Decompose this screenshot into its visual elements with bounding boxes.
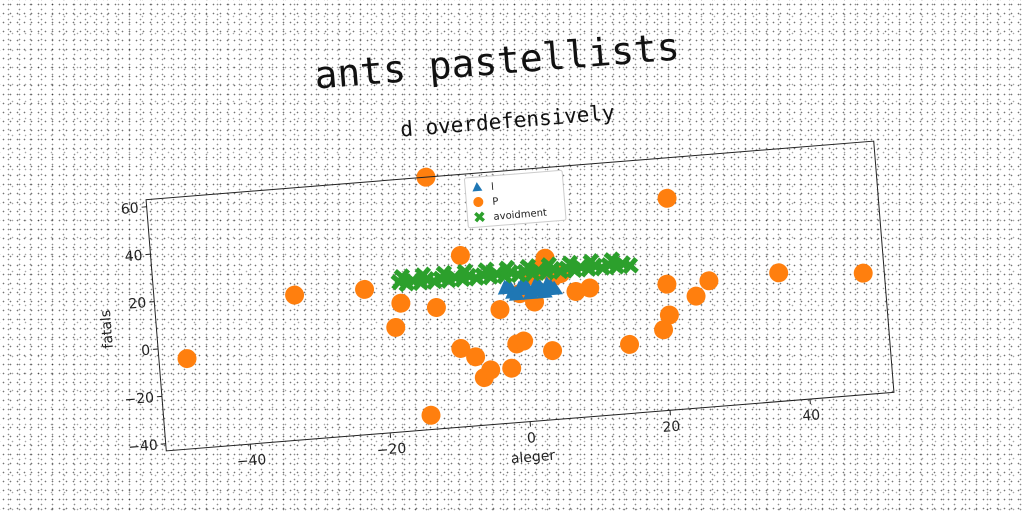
data-point	[285, 285, 305, 305]
legend-label: l	[491, 182, 495, 193]
y-tick-label: 0	[141, 343, 151, 360]
data-point	[654, 320, 674, 340]
legend-marker	[472, 182, 483, 192]
plot-axes: −40 −20 0 20 40 −40 −20 0 20 40 60 aleger fatals l…	[98, 140, 895, 470]
legend-label: avoidment	[493, 208, 547, 223]
x-axis-label: aleger	[510, 448, 556, 468]
data-point	[620, 334, 640, 354]
x-tick-label: 40	[802, 407, 821, 424]
legend-box	[464, 169, 567, 229]
data-point	[498, 259, 516, 278]
x-tick-label: −20	[376, 441, 407, 459]
data-point	[456, 263, 474, 281]
data-point	[177, 349, 197, 369]
series-0	[497, 274, 564, 301]
series-2	[390, 251, 639, 293]
y-tick-label: −20	[124, 390, 155, 408]
data-point	[543, 341, 563, 361]
y-tick-label: 60	[120, 200, 139, 217]
data-point	[621, 257, 639, 275]
x-tick-label: 20	[662, 419, 681, 436]
x-tick-label: 0	[526, 430, 536, 447]
figure: ants pastellists d overdefensively −40 −2…	[98, 24, 895, 470]
y-tick-label: 20	[128, 295, 147, 312]
data-point	[451, 338, 471, 358]
data-point	[659, 305, 679, 325]
data-point	[580, 278, 600, 298]
data-point	[686, 286, 706, 306]
data-point	[414, 266, 432, 284]
x-tick-label: −40	[236, 452, 267, 470]
data-point	[657, 188, 677, 208]
legend-marker	[474, 211, 485, 223]
legend-marker	[473, 197, 484, 208]
chart-subtitle: d overdefensively	[399, 100, 615, 141]
chart-title: ants pastellists	[313, 24, 681, 97]
data-point	[514, 331, 534, 351]
data-point	[466, 347, 486, 367]
data-point	[522, 284, 539, 300]
data-point	[435, 264, 453, 283]
data-point	[699, 271, 719, 291]
axis-ticks: −40 −20 0 20 40 −40 −20 0 20 40 60	[120, 200, 821, 470]
data-point	[450, 245, 470, 265]
data-point	[515, 275, 532, 291]
data-point	[386, 317, 406, 337]
legend-label: P	[492, 196, 499, 207]
data-point	[582, 253, 600, 271]
data-point	[391, 293, 411, 313]
data-point	[540, 256, 558, 274]
data-point	[561, 254, 579, 272]
data-point	[477, 261, 495, 279]
data-point	[769, 263, 789, 283]
data-point	[508, 285, 525, 301]
data-point	[501, 277, 518, 293]
data-point	[519, 258, 537, 276]
data-point	[393, 268, 411, 286]
data-point	[853, 263, 873, 283]
data-point	[421, 405, 441, 425]
data-point	[603, 251, 621, 269]
y-tick-label: −40	[128, 437, 159, 455]
y-tick-label: 40	[124, 248, 143, 265]
data-point	[355, 279, 375, 299]
data-point	[481, 360, 501, 380]
data-point	[502, 358, 522, 378]
data-point	[657, 274, 677, 294]
data-point	[529, 274, 546, 290]
data-marks	[177, 167, 873, 425]
data-point	[490, 300, 510, 320]
data-point	[426, 297, 446, 317]
y-axis-label: fatals	[98, 309, 117, 349]
data-point	[536, 283, 553, 299]
